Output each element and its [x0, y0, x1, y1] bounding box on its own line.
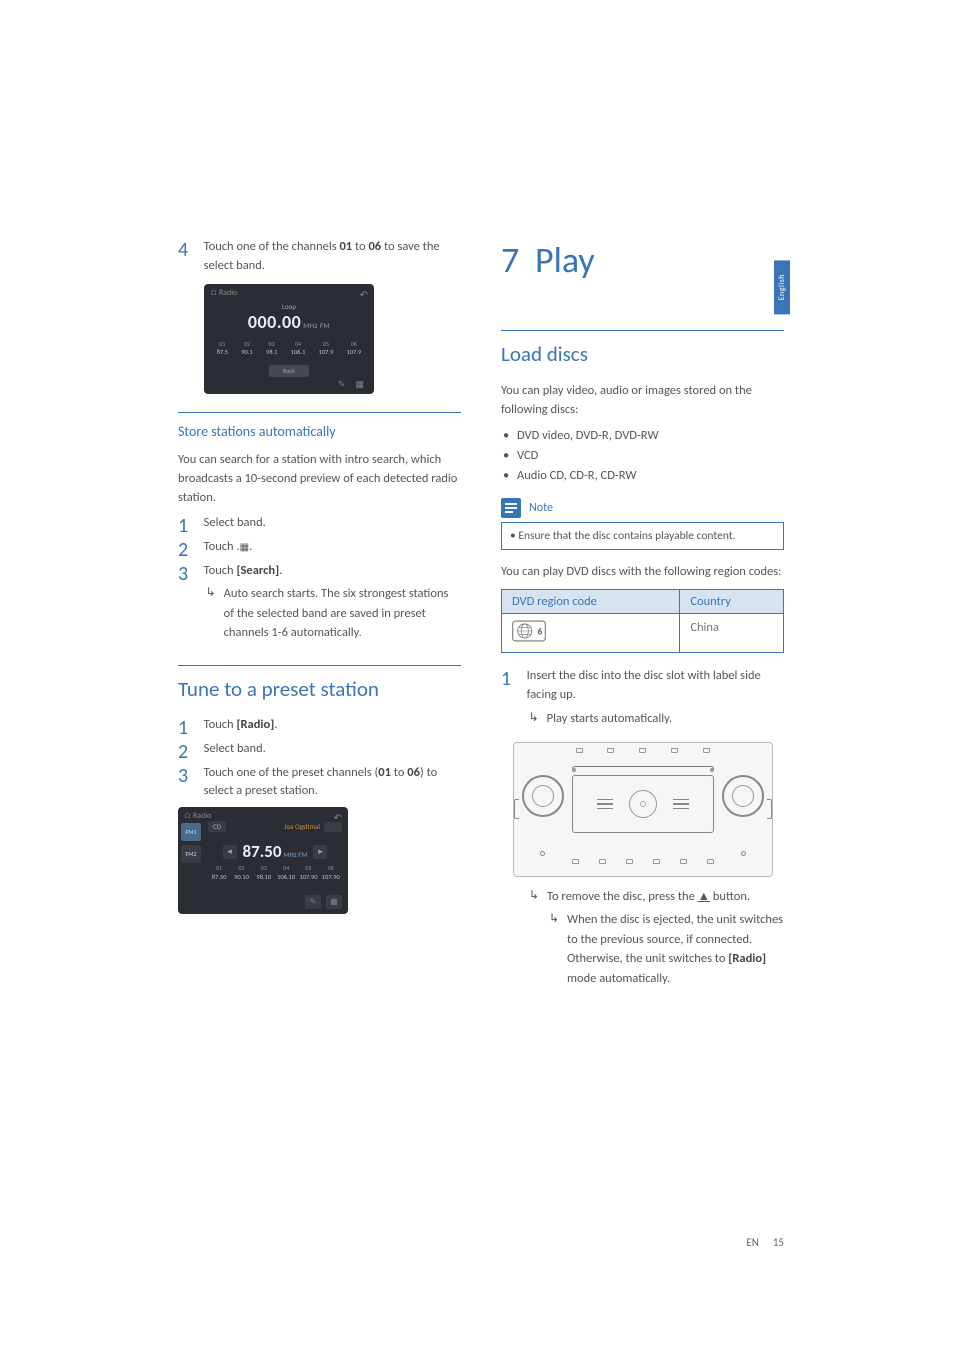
country-cell: China: [680, 614, 784, 653]
list-item: VCD: [517, 446, 784, 466]
list-item: DVD video, DVD-R, DVD-RW: [517, 426, 784, 446]
tune-heading: Tune to a preset station: [178, 676, 461, 702]
divider: [178, 665, 461, 666]
list-icon: ▦: [240, 540, 249, 553]
language-tab: English: [774, 260, 790, 314]
edit-icon: ✎: [305, 895, 321, 909]
left-column: 4 Touch one of the channels 01 to 06 to …: [178, 238, 461, 992]
region-intro: You can play DVD discs with the followin…: [501, 562, 784, 581]
region-table: DVD region code Country 6 China: [501, 589, 784, 653]
home-icon: ⌂ Radio: [210, 288, 237, 298]
store-step-3: 3 Touch [Search]. Auto search starts. Th…: [178, 562, 461, 647]
device-screen: [572, 775, 714, 833]
page-footer: EN 15: [746, 1236, 784, 1249]
store-intro: You can search for a station with intro …: [178, 450, 461, 508]
radio-tune-screenshot: ⌂ Radio ↶ FM1 FM2 CD Joa Ogstimal ◂ 87.5…: [178, 807, 348, 914]
home-icon: ⌂ Radio: [184, 811, 211, 821]
disc-icon: [629, 790, 657, 818]
globe-region-icon: 6: [512, 620, 546, 642]
tune-step-2: 2 Select band.: [178, 740, 461, 764]
channel-row: 0187.5 0290.1 0398.1 04106.1 05107.9 061…: [204, 333, 374, 357]
next-arrow-icon: ▸: [313, 845, 327, 859]
tune-step-3: 3 Touch one of the preset channels (01 t…: [178, 764, 461, 802]
store-result: Auto search starts. The six strongest st…: [204, 584, 461, 642]
store-step-2: 2 Touch .▦.: [178, 538, 461, 562]
step-text: Touch one of the channels 01 to 06 to sa…: [204, 238, 461, 276]
footer-lang: EN: [746, 1236, 758, 1249]
right-column: 7Play Load discs You can play video, aud…: [501, 238, 784, 992]
back-button: Back: [269, 365, 309, 377]
load-discs-heading: Load discs: [501, 341, 784, 367]
svg-text:6: 6: [538, 627, 543, 638]
frequency-display: 87.50MHz FM: [243, 841, 308, 862]
page-content: 4 Touch one of the channels 01 to 06 to …: [0, 0, 954, 1032]
list-item: Audio CD, CD-R, CD-RW: [517, 466, 784, 486]
eject-result: To remove the disc, press the ▲ button.: [527, 887, 784, 906]
left-knob-icon: [522, 775, 564, 817]
fm2-button: FM2: [181, 845, 201, 863]
load-intro: You can play video, audio or images stor…: [501, 381, 784, 420]
insert-step-1: 1 Insert the disc into the disc slot wit…: [501, 667, 784, 732]
chapter-heading: 7Play: [501, 238, 784, 282]
menu-lines-icon: [597, 799, 613, 810]
cd-indicator: CD: [208, 821, 226, 832]
step-4: 4 Touch one of the channels 01 to 06 to …: [178, 238, 461, 276]
tune-step-1: 1 Touch [Radio].: [178, 716, 461, 740]
note-body: Ensure that the disc contains playable c…: [501, 522, 784, 550]
prev-arrow-icon: ◂: [223, 845, 237, 859]
frequency-display: 000.00MHz FM: [204, 311, 374, 333]
blank-indicator: [324, 822, 342, 832]
footer-page: 15: [773, 1236, 784, 1249]
table-header: DVD region code: [502, 590, 680, 614]
radio-store-screenshot: ⌂ Radio ↶ Loop 000.00MHz FM 0187.5 0290.…: [204, 284, 374, 394]
store-heading: Store stations automatically: [178, 423, 461, 440]
disc-list: DVD video, DVD-R, DVD-RW VCD Audio CD, C…: [501, 426, 784, 486]
right-knob-icon: [722, 775, 764, 817]
menu-lines-icon: [673, 799, 689, 810]
play-result: Play starts automatically.: [527, 709, 784, 728]
step-number: 4: [178, 238, 200, 262]
store-step-1: 1 Select band.: [178, 514, 461, 538]
fm1-button: FM1: [181, 823, 201, 841]
divider: [178, 412, 461, 413]
note-box: Note Ensure that the disc contains playa…: [501, 498, 784, 550]
note-label: Note: [529, 501, 553, 515]
eject-fallback-result: When the disc is ejected, the unit switc…: [527, 910, 784, 988]
keypad-icon: ▦: [326, 895, 342, 909]
divider: [501, 330, 784, 331]
eject-icon: ▲: [698, 889, 710, 904]
footer-icons: ✎ ▦: [338, 379, 368, 390]
station-name: Joa Ogstimal: [284, 822, 320, 831]
device-illustration: [513, 742, 773, 877]
note-icon: [501, 498, 521, 518]
back-icon: ↶: [360, 288, 368, 301]
table-header: Country: [680, 590, 784, 614]
region-code-cell: 6: [502, 614, 680, 653]
